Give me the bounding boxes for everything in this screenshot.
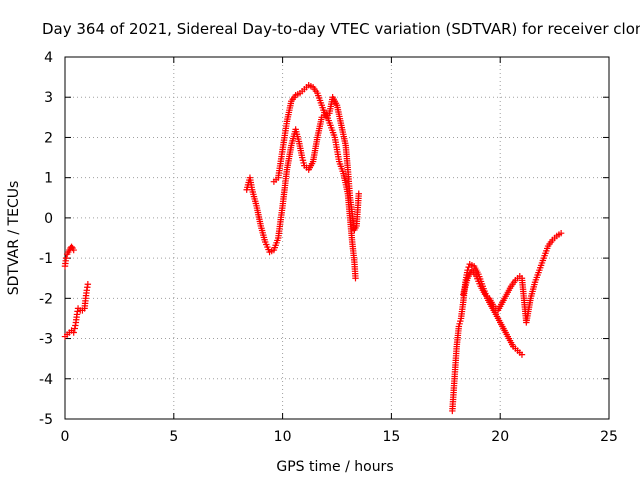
chart-title: Day 364 of 2021, Sidereal Day-to-day VTE… xyxy=(42,20,640,38)
axis-ticks: 0 5 10 15 20 25 -5 -4 -3 -2 -1 0 1 2 3 4 xyxy=(39,50,618,445)
series-4 xyxy=(270,81,362,234)
y-tick-label: -1 xyxy=(39,251,53,267)
x-tick-label: 0 xyxy=(61,429,70,445)
data-point xyxy=(557,229,565,237)
y-tick-label: -2 xyxy=(39,291,53,307)
y-tick-label: -3 xyxy=(39,332,53,348)
series-1 xyxy=(61,243,77,270)
data-point xyxy=(355,190,362,197)
plot-frame xyxy=(64,56,610,420)
y-tick-label: 3 xyxy=(44,90,53,106)
y-tick-label: -5 xyxy=(39,412,53,428)
y-tick-label: 1 xyxy=(44,171,53,187)
x-tick-label: 10 xyxy=(274,429,292,445)
grid xyxy=(65,57,609,419)
series-2 xyxy=(61,281,92,340)
y-tick-label: 4 xyxy=(44,50,53,66)
data-point xyxy=(518,351,526,358)
x-tick-label: 25 xyxy=(600,429,618,445)
data-point xyxy=(352,275,359,282)
data-points xyxy=(61,81,565,415)
y-tick-label: 2 xyxy=(44,130,53,146)
data-point xyxy=(70,329,77,336)
x-axis-label: GPS time / hours xyxy=(276,459,393,475)
data-point xyxy=(465,263,472,271)
x-tick-label: 20 xyxy=(491,429,509,445)
series-3 xyxy=(243,110,359,282)
data-point xyxy=(84,281,92,288)
data-point xyxy=(62,254,70,262)
x-tick-label: 15 xyxy=(382,429,400,445)
y-axis-label: SDTVAR / TECUs xyxy=(6,181,22,296)
series-6 xyxy=(460,229,565,326)
y-tick-label: -4 xyxy=(39,372,53,388)
data-point xyxy=(70,246,77,254)
x-tick-label: 5 xyxy=(169,429,178,445)
data-point xyxy=(68,243,75,251)
y-tick-label: 0 xyxy=(44,211,53,227)
